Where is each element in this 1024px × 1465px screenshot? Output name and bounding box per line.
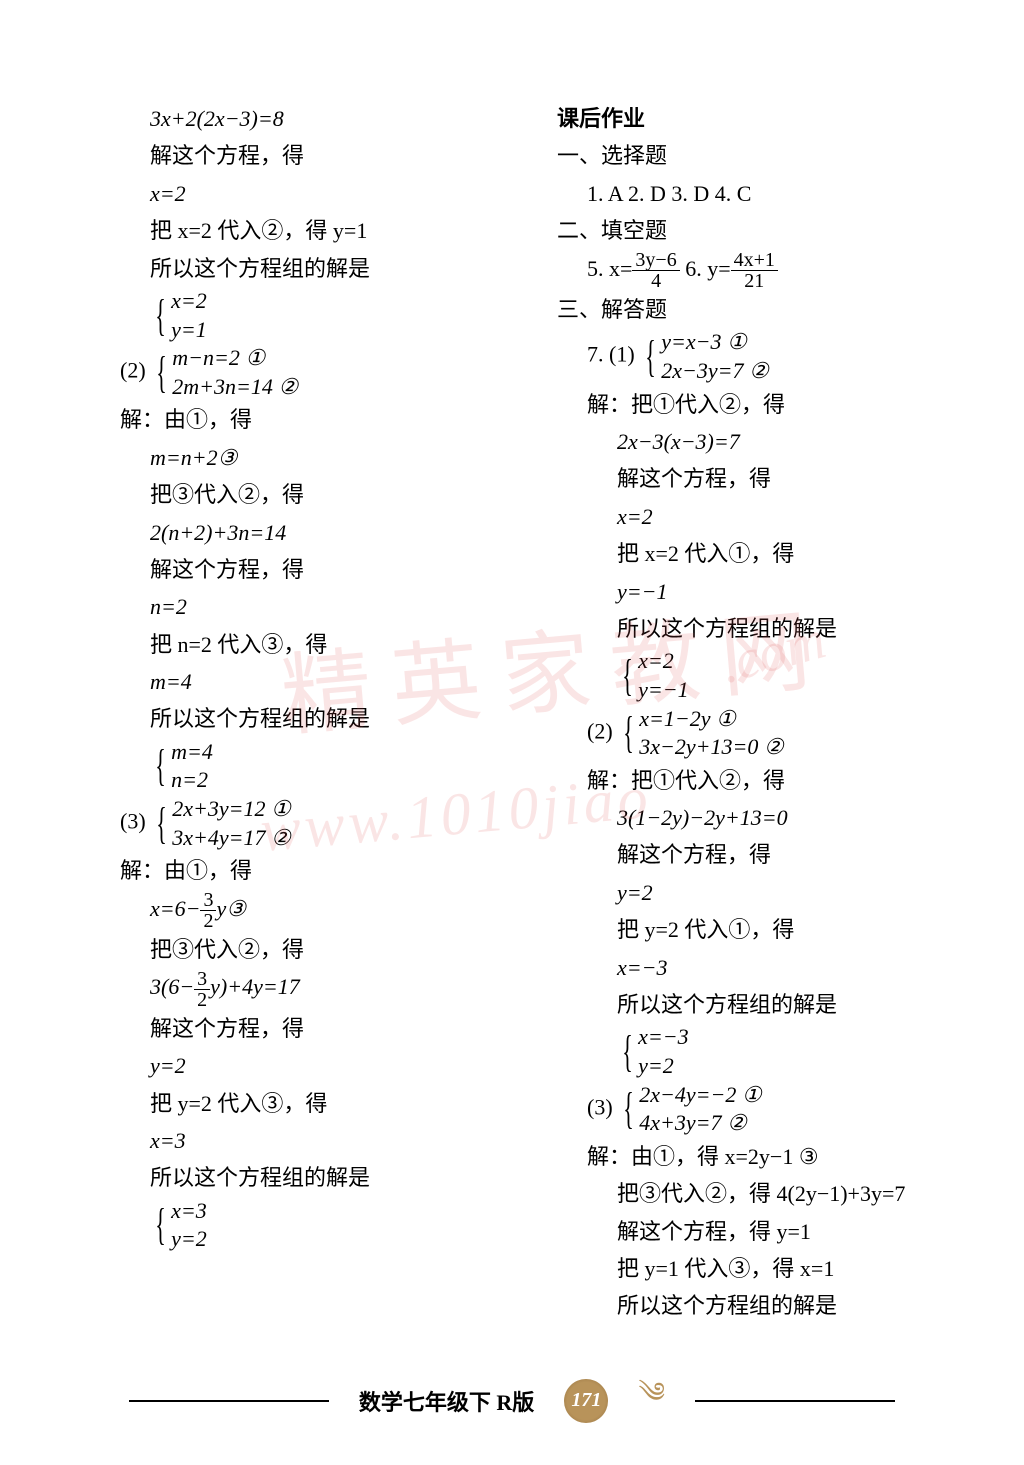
math-line: y=−1	[557, 573, 964, 610]
text-line: 所以这个方程组的解是	[557, 1287, 964, 1324]
text-line: 所以这个方程组的解是	[557, 610, 964, 647]
math-line: 2(n+2)+3n=14	[120, 514, 527, 551]
math-line: y=2	[120, 1047, 527, 1084]
section-heading: 二、填空题	[557, 212, 964, 249]
text-line: 解：由①，得	[120, 401, 527, 438]
text-line: 所以这个方程组的解是	[120, 1159, 527, 1196]
math-line: x=2	[120, 175, 527, 212]
text-line: 解这个方程，得	[120, 137, 527, 174]
text-line: 把 y=2 代入③，得	[120, 1085, 527, 1122]
problem-label: (2) {x=1−2y ①3x−2y+13=0 ②	[557, 705, 964, 762]
text-line: 把③代入②，得	[120, 931, 527, 968]
text-line: 把 y=2 代入①，得	[557, 911, 964, 948]
text-line: 解这个方程，得	[120, 1010, 527, 1047]
equation-system: {x=2y=−1	[557, 647, 964, 704]
answer-line: 1. A 2. D 3. D 4. C	[557, 175, 964, 212]
footer-rule	[129, 1400, 329, 1402]
section-heading: 一、选择题	[557, 137, 964, 174]
text-line: 所以这个方程组的解是	[557, 986, 964, 1023]
right-column: 课后作业 一、选择题 1. A 2. D 3. D 4. C 二、填空题 5. …	[557, 100, 964, 1325]
math-line: m=n+2③	[120, 439, 527, 476]
math-line: m=4	[120, 663, 527, 700]
text-line: 解这个方程，得 y=1	[557, 1213, 964, 1250]
math-line: 3(6−32y)+4y=17	[120, 968, 527, 1009]
math-line: x=2	[557, 498, 964, 535]
equation-system: {x=−3y=2	[557, 1023, 964, 1080]
page-content: 3x+2(2x−3)=8 解这个方程，得 x=2 把 x=2 代入②，得 y=1…	[0, 0, 1024, 1365]
math-line: y=2	[557, 874, 964, 911]
text-line: 所以这个方程组的解是	[120, 250, 527, 287]
page-footer: 数学七年级下 R版 171 ༄	[0, 1361, 1024, 1440]
text-line: 解：由①，得 x=2y−1 ③	[557, 1138, 964, 1175]
math-line: x=3	[120, 1122, 527, 1159]
section-heading: 三、解答题	[557, 291, 964, 328]
math-line: 3x+2(2x−3)=8	[120, 100, 527, 137]
text-line: 把③代入②，得 4(2y−1)+3y=7	[557, 1175, 964, 1212]
answer-line: 5. x=3y−64 6. y=4x+121	[557, 250, 964, 291]
footer-label: 数学七年级下 R版	[359, 1385, 534, 1417]
text-line: 所以这个方程组的解是	[120, 700, 527, 737]
problem-label: (2) {m−n=2 ①2m+3n=14 ②	[120, 344, 527, 401]
left-column: 3x+2(2x−3)=8 解这个方程，得 x=2 把 x=2 代入②，得 y=1…	[120, 100, 527, 1325]
text-line: 把 y=1 代入③，得 x=1	[557, 1250, 964, 1287]
equation-system: {x=2y=1	[120, 287, 527, 344]
page-number-badge: 171	[564, 1379, 608, 1423]
text-line: 把 n=2 代入③，得	[120, 626, 527, 663]
text-line: 解：把①代入②，得	[557, 762, 964, 799]
math-line: x=6−32y③	[120, 890, 527, 931]
swirl-icon: ༄	[638, 1361, 665, 1440]
text-line: 把 x=2 代入①，得	[557, 535, 964, 572]
text-line: 解：由①，得	[120, 852, 527, 889]
text-line: 解这个方程，得	[557, 460, 964, 497]
section-heading: 课后作业	[557, 100, 964, 137]
text-line: 解：把①代入②，得	[557, 386, 964, 423]
math-line: n=2	[120, 588, 527, 625]
math-line: x=−3	[557, 949, 964, 986]
text-line: 解这个方程，得	[120, 551, 527, 588]
equation-system: {x=3y=2	[120, 1197, 527, 1254]
text-line: 把 x=2 代入②，得 y=1	[120, 212, 527, 249]
equation-system: {m=4n=2	[120, 738, 527, 795]
text-line: 把③代入②，得	[120, 476, 527, 513]
problem-label: (3) {2x−4y=−2 ①4x+3y=7 ②	[557, 1081, 964, 1138]
problem-label: (3) {2x+3y=12 ①3x+4y=17 ②	[120, 795, 527, 852]
text-line: 解这个方程，得	[557, 836, 964, 873]
footer-rule	[695, 1400, 895, 1402]
problem-label: 7. (1) {y=x−3 ①2x−3y=7 ②	[557, 328, 964, 385]
math-line: 3(1−2y)−2y+13=0	[557, 799, 964, 836]
math-line: 2x−3(x−3)=7	[557, 423, 964, 460]
